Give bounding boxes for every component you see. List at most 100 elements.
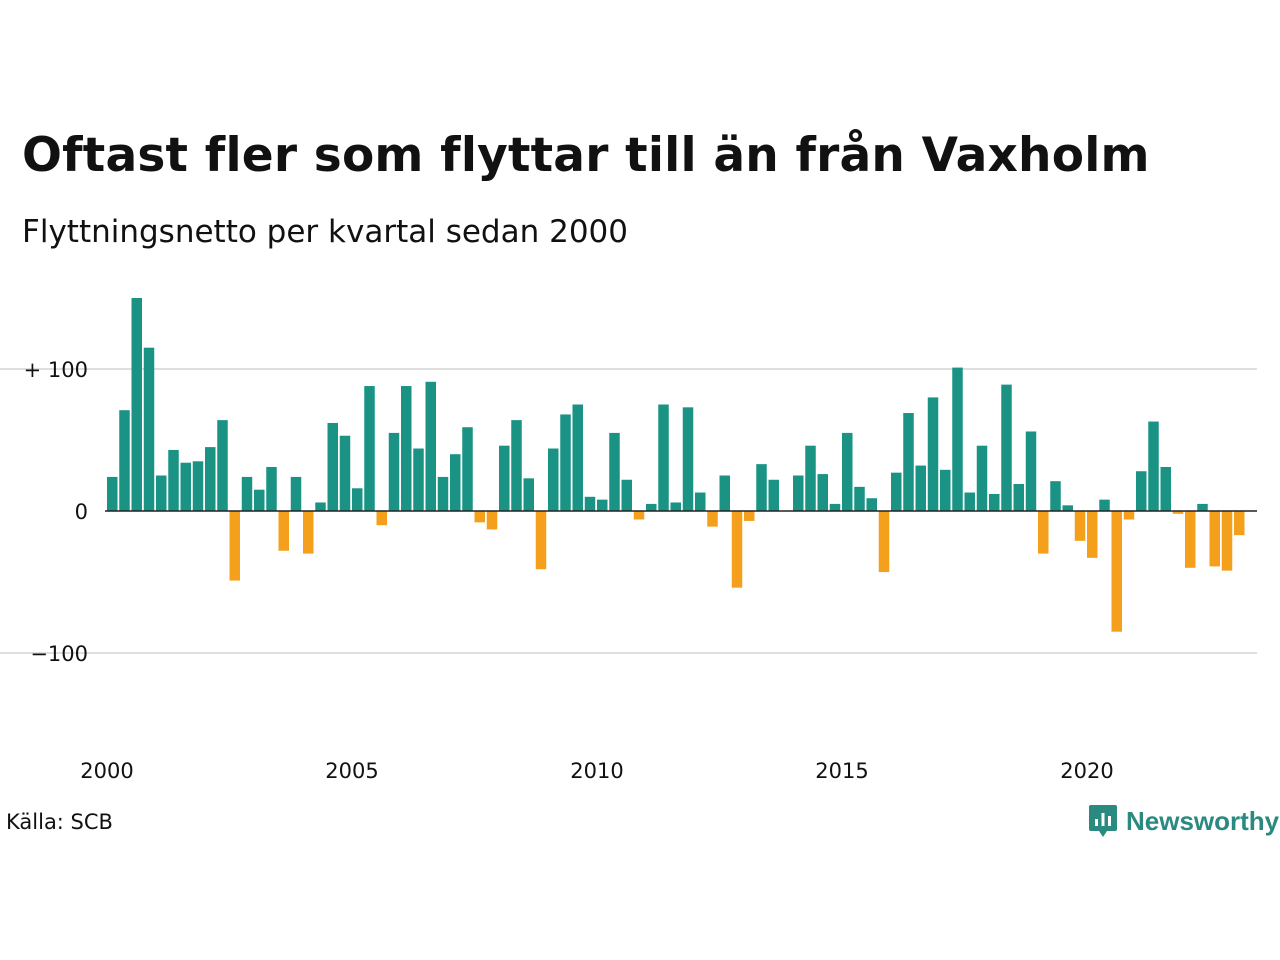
y-tick-label: −100 xyxy=(30,642,88,666)
bar xyxy=(1123,511,1135,520)
x-tick-label: 2020 xyxy=(1060,759,1113,783)
bar xyxy=(1062,505,1073,511)
bar xyxy=(1025,431,1037,511)
bar xyxy=(290,476,302,511)
bar xyxy=(915,465,926,511)
bar xyxy=(952,367,963,511)
brand-name: Newsworthy xyxy=(1126,805,1280,836)
bar xyxy=(278,511,289,551)
bar xyxy=(180,462,191,511)
bar xyxy=(205,447,216,511)
bar xyxy=(633,511,645,520)
bar xyxy=(217,420,228,511)
x-tick-label: 2000 xyxy=(80,759,133,783)
bar xyxy=(927,397,939,511)
bar xyxy=(854,486,865,511)
bar xyxy=(1160,466,1171,511)
bar xyxy=(793,475,804,511)
bar xyxy=(511,420,522,511)
bar xyxy=(535,511,547,570)
bar xyxy=(376,511,387,526)
bar xyxy=(241,476,253,511)
bar xyxy=(339,435,351,511)
bar xyxy=(878,511,890,573)
bar xyxy=(572,404,583,511)
bar xyxy=(805,445,816,511)
bar xyxy=(156,475,167,511)
bar xyxy=(670,502,681,511)
newsworthy-logo-icon xyxy=(1089,805,1117,837)
bar xyxy=(229,511,240,581)
bar xyxy=(976,445,988,511)
bar xyxy=(254,489,265,511)
bar xyxy=(695,492,706,511)
bar xyxy=(1013,484,1024,511)
bar xyxy=(315,502,326,511)
bar xyxy=(744,511,755,521)
bar xyxy=(597,499,608,511)
x-tick-label: 2005 xyxy=(325,759,378,783)
bar xyxy=(143,347,155,511)
bar xyxy=(523,478,534,511)
bar xyxy=(1234,511,1245,536)
bar xyxy=(1111,511,1122,632)
gridlines xyxy=(0,368,1257,654)
chart-subtitle: Flyttningsnetto per kvartal sedan 2000 xyxy=(22,214,628,250)
bar xyxy=(364,386,375,511)
source-note: Källa: SCB xyxy=(6,810,113,834)
bar xyxy=(609,432,620,511)
bar xyxy=(658,404,669,511)
bar xyxy=(548,448,559,511)
x-tick-label: 2010 xyxy=(570,759,623,783)
bar xyxy=(903,413,914,511)
bar xyxy=(131,298,142,511)
y-axis-tick-labels: + 100 0 −100 xyxy=(24,358,88,666)
y-tick-label: + 100 xyxy=(24,358,88,382)
bar xyxy=(388,432,400,511)
bar xyxy=(168,449,179,511)
bar xyxy=(731,511,743,588)
bar xyxy=(499,445,510,511)
bar xyxy=(621,479,632,511)
bar xyxy=(1197,503,1208,511)
bar xyxy=(768,479,779,511)
bar-chart: + 100 0 −100 2000 2005 2010 2015 2020 xyxy=(0,298,1257,783)
bar xyxy=(1050,481,1061,511)
bar xyxy=(352,488,363,511)
bar xyxy=(462,427,473,511)
bar xyxy=(584,496,596,511)
bar xyxy=(989,493,1000,511)
bar xyxy=(646,503,657,511)
x-axis-tick-labels: 2000 2005 2010 2015 2020 xyxy=(80,759,1113,783)
bar xyxy=(486,511,498,530)
bar xyxy=(1038,511,1049,554)
bar xyxy=(707,511,718,527)
bar xyxy=(327,422,338,511)
brand-logo: Newsworthy xyxy=(1088,803,1279,839)
bar xyxy=(866,498,877,511)
bar xyxy=(303,511,314,554)
bar xyxy=(817,474,828,511)
bar xyxy=(891,472,902,511)
bar xyxy=(1001,384,1012,511)
bar xyxy=(940,469,951,511)
bar xyxy=(450,454,461,511)
bar xyxy=(1221,511,1233,571)
bar xyxy=(1148,421,1159,511)
bar xyxy=(719,475,730,511)
bar xyxy=(401,386,412,511)
bar xyxy=(413,448,424,511)
bar xyxy=(1087,511,1098,558)
bar xyxy=(829,503,841,511)
bars xyxy=(107,298,1245,632)
bar xyxy=(437,476,449,511)
bar xyxy=(560,414,571,511)
bar xyxy=(107,476,118,511)
bar xyxy=(842,432,853,511)
bar xyxy=(425,381,436,511)
bar xyxy=(1136,471,1147,511)
bar xyxy=(1209,511,1220,567)
bar xyxy=(266,466,277,511)
bar xyxy=(1074,511,1086,541)
bar xyxy=(964,492,975,511)
